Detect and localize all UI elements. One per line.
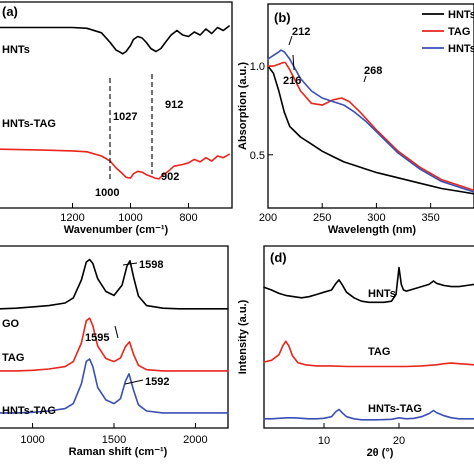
panel-c: 1000 1500 2000 GO TAG HNTs-TAG 1598 1595 1… bbox=[0, 245, 229, 458]
series-line-d-hnts-tag bbox=[263, 408, 474, 421]
peak-label-1598: 1598 bbox=[139, 259, 163, 271]
leader-268 bbox=[363, 75, 367, 83]
panel-d-frame bbox=[263, 245, 474, 429]
series-line-d-hnts bbox=[263, 266, 474, 304]
x-tick-label: 1500 bbox=[102, 434, 126, 446]
label-hnts-d: HNTs bbox=[368, 288, 396, 300]
panel-a-xlabel: Wavenumber (cm⁻¹) bbox=[64, 224, 169, 236]
panel-d-ylabel: Intensity (a.u.) bbox=[237, 299, 249, 374]
x-tick-label: 20 bbox=[393, 435, 405, 447]
legend-label-tag: TAG bbox=[448, 26, 470, 38]
panel-b: (b) Absorption (a.u.) 200 250 300 350 0.5 1.0… bbox=[237, 3, 474, 236]
leader-1592 bbox=[124, 379, 144, 385]
peak-label-1000: 1000 bbox=[95, 187, 119, 199]
panel-d-xlabel: 2θ (°) bbox=[367, 447, 394, 459]
panel-d-label: (d) bbox=[270, 250, 287, 265]
panel-c-frame bbox=[0, 245, 229, 429]
series-line-b-tag bbox=[267, 61, 474, 192]
leader-1598 bbox=[122, 262, 138, 266]
x-tick-label: 300 bbox=[367, 212, 385, 224]
series-line-a-hnts-tag bbox=[0, 148, 230, 180]
panel-b-ylabel: Absorption (a.u.) bbox=[237, 62, 249, 150]
series-line-c-go bbox=[0, 258, 229, 310]
label-hnts-tag-a: HNTs-TAG bbox=[2, 118, 56, 130]
x-tick-label: 10 bbox=[318, 435, 330, 447]
panel-b-frame bbox=[267, 3, 474, 209]
label-go: GO bbox=[2, 318, 20, 330]
series-line-c-tag bbox=[0, 317, 229, 372]
panel-b-xlabel: Wavelength (nm) bbox=[328, 224, 417, 236]
label-hnts-a: HNTs bbox=[2, 44, 30, 56]
y-tick-label: 0.5 bbox=[250, 150, 265, 162]
legend-b: HNTs TAG HNTs-TAG bbox=[422, 9, 474, 55]
peak-label-212: 212 bbox=[292, 26, 310, 38]
series-line-a-hnts bbox=[0, 25, 230, 55]
peak-label-902: 902 bbox=[161, 171, 179, 183]
leader-1595 bbox=[114, 325, 119, 339]
panel-d: (d) Intensity (a.u.) 10 20 HNTs TAG HNTs-… bbox=[237, 245, 474, 459]
panel-a-label: (a) bbox=[2, 4, 18, 19]
series-line-d-tag bbox=[263, 340, 474, 368]
x-tick-label: 1000 bbox=[118, 212, 142, 224]
panel-b-label: (b) bbox=[274, 10, 291, 25]
x-tick-label: 250 bbox=[313, 212, 331, 224]
label-tag-c: TAG bbox=[2, 352, 24, 364]
x-tick-label: 1000 bbox=[20, 434, 44, 446]
leader-216 bbox=[292, 54, 295, 71]
label-tag-d: TAG bbox=[368, 346, 390, 358]
label-hnts-tag-d: HNTs-TAG bbox=[368, 403, 422, 415]
peak-label-912: 912 bbox=[165, 99, 183, 111]
panel-a: (a) 1200 1000 800 HNTs HNTs-TAG 1027 912 1… bbox=[0, 1, 233, 236]
legend-label-hnts: HNTs bbox=[448, 9, 474, 21]
peak-label-216: 216 bbox=[283, 75, 301, 87]
x-tick-label: 2000 bbox=[183, 434, 207, 446]
peak-label-1027: 1027 bbox=[113, 111, 137, 123]
x-tick-label: 350 bbox=[421, 212, 439, 224]
series-line-c-hnts-tag bbox=[0, 358, 229, 414]
label-hnts-tag-c: HNTs-TAG bbox=[2, 405, 56, 417]
leader-212 bbox=[288, 35, 293, 46]
x-tick-label: 800 bbox=[179, 212, 197, 224]
series-line-b-hnts bbox=[267, 65, 474, 195]
panel-c-xlabel: Raman shift (cm⁻¹) bbox=[69, 446, 168, 458]
legend-label-hnts-tag: HNTs-TAG bbox=[448, 43, 474, 55]
peak-label-1595: 1595 bbox=[85, 332, 109, 344]
y-tick-label: 1.0 bbox=[250, 61, 265, 73]
x-tick-label: 200 bbox=[259, 212, 277, 224]
peak-label-1592: 1592 bbox=[145, 376, 169, 388]
peak-label-268: 268 bbox=[364, 65, 382, 77]
series-line-b-hnts-tag bbox=[267, 49, 474, 193]
x-tick-label: 1200 bbox=[60, 212, 84, 224]
panel-a-frame bbox=[0, 1, 233, 209]
